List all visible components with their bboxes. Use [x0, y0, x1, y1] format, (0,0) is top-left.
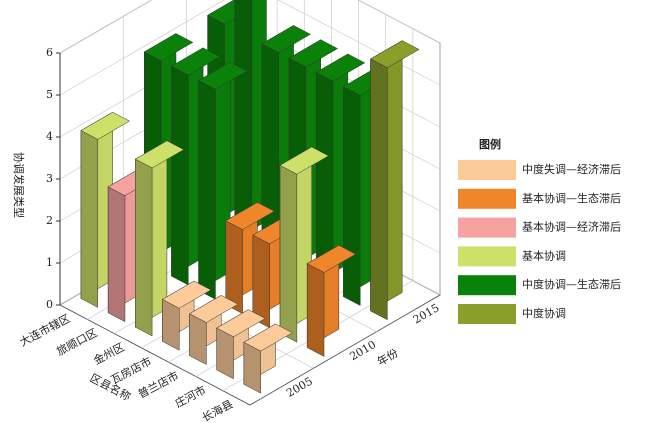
- bar: [369, 40, 420, 321]
- bar-front: [80, 130, 99, 308]
- bar: [134, 140, 185, 337]
- legend-swatch: [458, 304, 516, 324]
- bar-front: [107, 186, 126, 323]
- bar: [225, 201, 275, 315]
- bar-top: [170, 47, 221, 76]
- bar-front: [306, 263, 325, 357]
- bar: [161, 280, 212, 351]
- z-tick-label: 0: [46, 298, 53, 311]
- z-tick-label: 3: [46, 172, 53, 185]
- bar-top: [225, 202, 275, 230]
- bar-front: [279, 164, 298, 343]
- legend-swatch: [458, 246, 516, 267]
- x-tick-label: 长海县: [200, 397, 236, 423]
- bar-top: [369, 40, 420, 69]
- bar-top: [216, 309, 266, 338]
- legend-swatch: [458, 160, 516, 180]
- x-tick-label: 庄河市: [172, 382, 208, 410]
- bar: [234, 0, 267, 249]
- bar: [306, 244, 357, 357]
- legend-label: 中度失调—经济滞后: [522, 162, 621, 176]
- bar: [279, 146, 330, 343]
- legend-label: 基本协调—经济滞后: [522, 220, 621, 234]
- bar: [189, 294, 239, 365]
- bar-top: [279, 146, 330, 175]
- bar: [107, 168, 158, 323]
- bar: [80, 111, 131, 308]
- bar-top: [315, 53, 366, 82]
- legend-label: 中度协调: [522, 306, 566, 320]
- z-tick-label: 2: [46, 214, 53, 227]
- bar-top: [161, 280, 212, 309]
- bar: [315, 53, 366, 292]
- bar-front: [198, 80, 216, 300]
- legend-label: 基本协调: [522, 248, 566, 262]
- grid-line: [59, 0, 441, 96]
- bar-front: [135, 158, 153, 337]
- z-tick-label: 1: [46, 256, 53, 269]
- legend-label: 基本协调—生态滞后: [522, 191, 621, 205]
- grid-line: [59, 0, 441, 54]
- bar-top: [288, 39, 339, 68]
- legend-swatch: [458, 217, 516, 238]
- y-axis-title: 年份: [374, 346, 400, 369]
- bar: [198, 61, 248, 300]
- bar-top: [189, 295, 239, 323]
- legend: 图例中度失调—经济滞后基本协调—生态滞后基本协调—经济滞后基本协调中度协调—生态…: [458, 137, 621, 324]
- bar-top: [143, 33, 194, 62]
- legend-title: 图例: [479, 137, 501, 151]
- bar: [243, 323, 293, 394]
- z-axis-title: 协调发展类型: [12, 152, 26, 218]
- bar-top: [198, 61, 248, 90]
- bar-front: [343, 86, 361, 306]
- bar: [216, 309, 266, 380]
- z-tick-label: 5: [46, 88, 53, 101]
- bar-top: [261, 25, 311, 53]
- bar-top: [80, 111, 131, 140]
- x-tick-label: 旅顺口区: [54, 325, 99, 358]
- bar-front: [171, 65, 189, 286]
- legend-label: 中度协调—生态滞后: [522, 277, 621, 291]
- x-tick-label: 普兰店市: [135, 368, 180, 401]
- bar-top: [134, 140, 185, 169]
- z-tick-label: 6: [46, 46, 53, 59]
- bars: [80, 0, 420, 394]
- z-tick-label: 4: [46, 130, 53, 143]
- bar-top: [243, 323, 293, 352]
- bar: [170, 47, 221, 286]
- bar-front: [370, 58, 388, 321]
- legend-swatch: [458, 275, 516, 296]
- legend-swatch: [458, 188, 516, 209]
- x-tick-label: 金州区: [91, 340, 127, 368]
- bar-top: [306, 244, 357, 273]
